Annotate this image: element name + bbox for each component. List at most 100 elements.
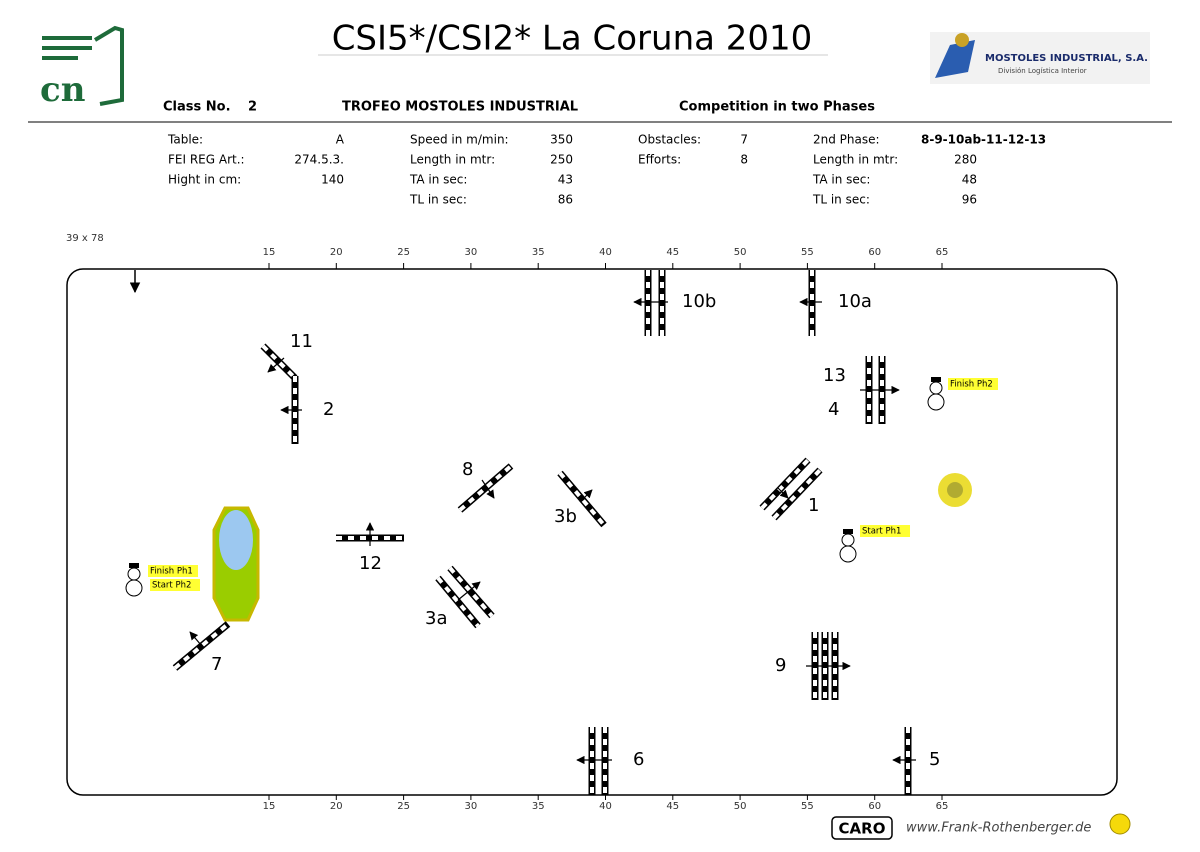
note: Start Ph2 [152, 581, 191, 591]
direction-arrow [579, 489, 593, 503]
pole-stripe [448, 566, 494, 618]
obstacle-number: 9 [775, 655, 786, 676]
info-label: Length in mtr: [410, 153, 495, 167]
trophy: TROFEO MOSTOLES INDUSTRIAL [342, 100, 578, 115]
pole [172, 621, 231, 671]
note-highlight [948, 378, 998, 390]
ruler-label: 45 [666, 801, 679, 812]
competition: Competition in two Phases [679, 100, 875, 115]
ruler-label: 65 [936, 247, 949, 258]
ruler-label: 35 [532, 801, 545, 812]
note: Finish Ph2 [950, 380, 993, 390]
ruler-label: 20 [330, 247, 343, 258]
ruler-label: 30 [465, 801, 478, 812]
ruler-label: 60 [868, 247, 881, 258]
caro-box [831, 816, 893, 840]
figure [929, 381, 943, 395]
obstacle-number: 10a [838, 291, 872, 312]
direction-arrow [457, 581, 481, 601]
ruler-label: 65 [936, 801, 949, 812]
obstacle-number: 3b [554, 506, 577, 527]
note: Finish Ph1 [150, 567, 193, 577]
sponsor-name: MOSTOLES INDUSTRIAL, S.A. [985, 53, 1148, 64]
info-value: 250 [550, 153, 573, 167]
direction-arrow [267, 357, 285, 373]
info-value: 274.5.3. [294, 153, 344, 167]
ruler-label: 45 [666, 247, 679, 258]
obstacle-number: 11 [290, 331, 313, 352]
figure [127, 567, 141, 581]
pole [457, 463, 514, 513]
pole [759, 457, 811, 511]
info-label: Hight in cm: [168, 173, 241, 187]
obstacle-number: 10b [682, 291, 716, 312]
info-value: 280 [954, 153, 977, 167]
ruler-label: 55 [801, 247, 814, 258]
class-no: 2 [248, 100, 257, 115]
pole-stripe [261, 344, 297, 380]
ruler-label: 55 [801, 801, 814, 812]
ruler-label: 25 [397, 247, 410, 258]
figure [927, 393, 945, 411]
pole [771, 467, 823, 521]
direction-arrow [777, 487, 789, 499]
info-table: Table: A FEI REG Art.: 274.5.3. Hight in cm:… [167, 133, 1046, 207]
info-value: 43 [558, 173, 573, 187]
class-label: Class No. [163, 100, 231, 115]
info-label: TL in sec: [409, 193, 467, 207]
ruler-label: 35 [532, 247, 545, 258]
notes: Finish Ph2 Start Ph1 Finish Ph1 Start Ph2 [125, 377, 998, 597]
smiley [1109, 813, 1131, 835]
figure [843, 529, 853, 534]
ruler-label: 30 [465, 247, 478, 258]
note: Start Ph1 [862, 527, 901, 537]
obstacle-number: 8 [462, 459, 473, 480]
ruler-label: 50 [734, 247, 747, 258]
caro: CARO [839, 820, 886, 838]
ruler: 1515202025253030353540404545505055556060… [263, 247, 949, 812]
info-value: 7 [740, 133, 748, 147]
note-highlight [148, 565, 198, 577]
ruler-label: 25 [397, 801, 410, 812]
ruler-label: 15 [263, 247, 276, 258]
obstacle-number: 13 [823, 365, 846, 386]
ruler-label: 15 [263, 801, 276, 812]
figure [125, 579, 143, 597]
info-value: 8 [740, 153, 748, 167]
info-value: 96 [962, 193, 977, 207]
obstacle-number: 5 [929, 749, 940, 770]
info-value: 140 [321, 173, 344, 187]
figure [931, 377, 941, 382]
info-label: TA in sec: [812, 173, 870, 187]
ruler-label: 20 [330, 801, 343, 812]
obstacle-number: 4 [828, 399, 839, 420]
obstacle-number: 6 [633, 749, 644, 770]
info-value: 48 [962, 173, 977, 187]
arena-size: 39 x 78 [66, 233, 104, 244]
info-label: FEI REG Art.: [168, 153, 245, 167]
obstacle-number: 3a [425, 608, 447, 629]
info-value: A [336, 133, 345, 147]
info-label: Table: [167, 133, 203, 147]
figure [841, 533, 855, 547]
ruler-label: 40 [599, 247, 612, 258]
flowers [938, 473, 972, 507]
direction-arrow [189, 631, 202, 646]
info-label: 2nd Phase: [813, 133, 880, 147]
info-value: 8-9-10ab-11-12-13 [921, 133, 1046, 147]
info-label: Speed in m/min: [410, 133, 509, 147]
logo-right: MOSTOLES INDUSTRIAL, S.A. División Logís… [930, 32, 1150, 84]
footer-url: www.Frank-Rothenberger.de [906, 821, 1091, 836]
info-label: Obstacles: [638, 133, 701, 147]
info-label: Length in mtr: [813, 153, 898, 167]
note-highlight [150, 579, 200, 591]
info-label: TL in sec: [812, 193, 870, 207]
logo-left: cn [40, 25, 124, 110]
info-label: TA in sec: [409, 173, 467, 187]
info-label: Efforts: [638, 153, 681, 167]
figure [129, 563, 139, 568]
obstacle-number: 1 [808, 495, 819, 516]
figure [839, 545, 857, 563]
ruler-label: 40 [599, 801, 612, 812]
